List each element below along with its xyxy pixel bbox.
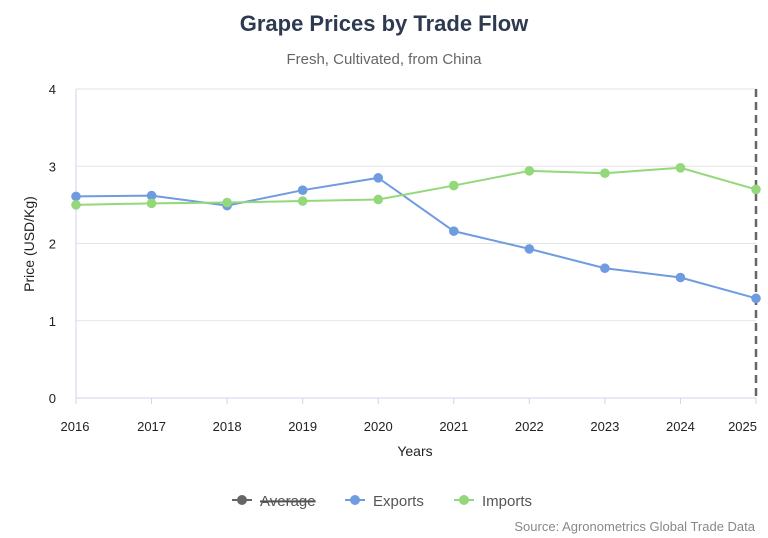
y-tick-label: 3 [49, 159, 56, 174]
data-point-exports [675, 272, 686, 283]
data-point-exports [146, 190, 157, 201]
legend-marker [350, 495, 360, 505]
data-point-exports [297, 185, 308, 195]
legend-marker [459, 495, 469, 505]
data-point-imports [448, 180, 459, 191]
x-tick-label: 2018 [213, 419, 242, 434]
data-point-imports [146, 198, 157, 209]
series-line-imports [75, 166, 757, 206]
legend-item-imports: Imports [454, 493, 532, 510]
y-tick-labels: 0 1 2 3 4 [49, 82, 56, 406]
data-point-exports [600, 263, 610, 274]
x-tick-label: 2025 [728, 419, 757, 434]
y-tick-label: 4 [49, 82, 56, 97]
x-tick-label: 2017 [137, 419, 166, 434]
data-point-imports [751, 184, 761, 195]
y-tick-label: 1 [49, 314, 56, 329]
data-point-imports [373, 194, 384, 205]
x-tick-label: 2020 [364, 419, 393, 434]
x-tick-labels: 2016 2017 2018 2019 2020 2021 2022 2023 2024 2025 [61, 398, 757, 434]
data-point-imports [600, 168, 610, 179]
data-point-exports [448, 226, 459, 236]
legend-marker [237, 495, 247, 505]
chart-title: Grape Prices by Trade Flow [240, 11, 529, 36]
x-tick-label: 2021 [439, 419, 468, 434]
x-tick-label: 2016 [61, 419, 90, 434]
series-layer [71, 162, 761, 304]
legend: Average Exports Imports [232, 493, 532, 510]
chart-subtitle: Fresh, Cultivated, from China [286, 51, 482, 68]
legend-item-exports: Exports [345, 493, 424, 510]
x-tick-label: 2024 [666, 419, 695, 434]
axes [75, 89, 758, 399]
x-axis-title: Years [397, 443, 432, 459]
data-point-imports [675, 162, 686, 173]
legend-item-average: Average [232, 493, 316, 510]
data-point-imports [222, 197, 232, 208]
x-tick-label: 2022 [515, 419, 544, 434]
x-tick-label: 2019 [288, 419, 317, 434]
data-point-imports [71, 200, 81, 210]
data-point-exports [71, 191, 81, 202]
data-point-imports [297, 196, 308, 206]
grid-lines [76, 88, 756, 322]
data-point-exports [524, 244, 535, 254]
data-point-imports [524, 166, 535, 176]
y-tick-label: 0 [49, 391, 56, 406]
x-tick-label: 2023 [590, 419, 619, 434]
data-point-exports [373, 173, 384, 183]
legend-label: Imports [482, 493, 532, 510]
source-note: Source: Agronometrics Global Trade Data [514, 519, 755, 534]
data-point-exports [751, 293, 761, 304]
y-tick-label: 2 [49, 237, 56, 252]
series-line-exports [75, 176, 757, 300]
legend-label: Exports [373, 493, 424, 510]
y-axis-title: Price (USD/Kg) [21, 196, 37, 292]
